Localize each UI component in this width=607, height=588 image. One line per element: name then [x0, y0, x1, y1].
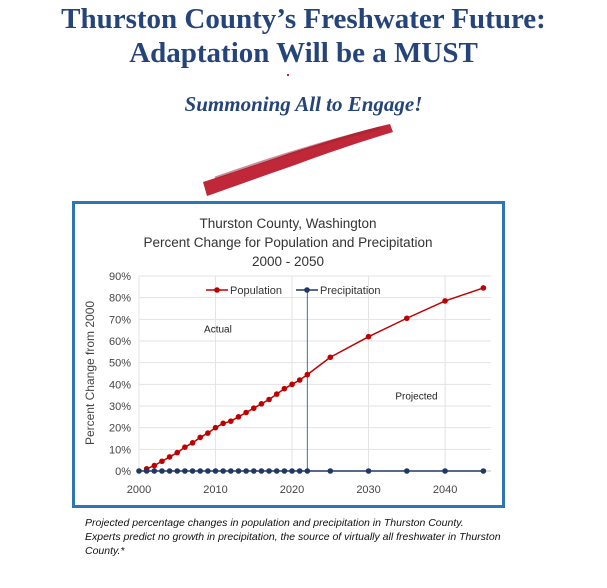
- series-point-precipitation-13: [235, 468, 242, 474]
- series-point-precipitation-12: [228, 468, 234, 474]
- caption: Projected percentage changes in populati…: [85, 516, 525, 558]
- series-point-precipitation-16: [258, 468, 265, 474]
- series-point-precipitation-25: [404, 468, 410, 474]
- series-point-population-6: [189, 440, 196, 446]
- series-point-precipitation-23: [327, 468, 334, 474]
- series-point-precipitation-10: [212, 468, 219, 474]
- series-point-precipitation-2: [151, 468, 158, 474]
- series-point-population-4: [174, 449, 181, 456]
- series-point-population-22: [327, 354, 334, 361]
- series-line-population: [146, 287, 484, 470]
- chart-title-line-3: 2000 - 2050: [252, 254, 324, 269]
- series-point-population-25: [442, 298, 448, 304]
- series-point-population-18: [281, 385, 288, 392]
- x-axis-ticks: 2000 2010 2020 2030 2040: [127, 484, 458, 496]
- y-tick-label-2: 20%: [109, 423, 131, 435]
- y-tick-label-0: 0%: [115, 466, 131, 478]
- brush-stroke-decoration: [203, 124, 393, 196]
- series-point-population-23: [365, 333, 372, 340]
- series-point-population-7: [197, 434, 204, 441]
- y-tick-label-7: 70%: [109, 314, 131, 326]
- caption-line-1: Projected percentage changes in populati…: [85, 517, 464, 529]
- series-point-population-13: [243, 409, 249, 416]
- series-point-precipitation-17: [266, 468, 272, 474]
- legend-label-population: Population: [230, 285, 282, 297]
- legend-marker-precipitation: [304, 287, 310, 293]
- legend-marker-population: [214, 287, 220, 293]
- chart-title-line-1: Thurston County, Washington: [199, 216, 376, 231]
- chart-series: [136, 285, 487, 474]
- y-tick-label-3: 30%: [109, 401, 131, 413]
- series-point-population-24: [404, 315, 410, 322]
- series-point-population-20: [296, 377, 303, 383]
- series-point-population-16: [266, 396, 272, 403]
- series-point-population-19: [289, 381, 295, 388]
- series-point-precipitation-9: [205, 468, 211, 474]
- series-point-population-2: [159, 458, 165, 465]
- series-point-population-10: [220, 420, 226, 427]
- series-point-population-26: [480, 285, 487, 291]
- series-point-population-12: [235, 414, 242, 420]
- series-point-population-8: [205, 430, 211, 436]
- series-point-population-17: [273, 391, 280, 397]
- legend-label-precipitation: Precipitation: [320, 285, 381, 297]
- y-tick-label-8: 80%: [109, 293, 131, 305]
- series-point-precipitation-20: [289, 468, 295, 474]
- annotation-projected: Projected: [395, 392, 437, 403]
- population-precipitation-chart: Thurston County, Washington Percent Chan…: [83, 216, 491, 496]
- annotation-actual: Actual: [204, 324, 232, 335]
- series-point-precipitation-21: [296, 468, 303, 474]
- series-point-precipitation-19: [281, 468, 288, 474]
- series-point-precipitation-6: [182, 468, 188, 474]
- y-axis-label: Percent Change from 2000: [83, 301, 97, 445]
- y-tick-label-6: 60%: [109, 336, 131, 348]
- red-dot-decoration: [287, 74, 289, 76]
- y-tick-label-5: 50%: [109, 358, 131, 370]
- series-point-precipitation-24: [365, 468, 372, 474]
- series-point-population-14: [250, 405, 257, 411]
- x-tick-label-0: 2000: [127, 484, 151, 496]
- series-point-population-5: [182, 444, 188, 450]
- series-point-population-3: [166, 454, 173, 460]
- series-point-population-15: [258, 401, 265, 407]
- caption-line-2: Experts predict no growth in precipitati…: [85, 531, 501, 557]
- series-point-precipitation-27: [480, 468, 487, 474]
- series-point-precipitation-5: [174, 468, 181, 474]
- series-point-precipitation-14: [243, 468, 249, 474]
- series-point-population-11: [228, 418, 234, 424]
- y-tick-label-1: 10%: [109, 444, 131, 456]
- x-tick-label-4: 2040: [433, 484, 457, 496]
- series-point-population-21: [304, 371, 311, 378]
- subtitle: Summoning All to Engage!: [184, 92, 423, 116]
- series-point-precipitation-18: [273, 468, 280, 474]
- x-tick-label-2: 2020: [280, 484, 304, 496]
- series-point-precipitation-8: [197, 468, 204, 474]
- series-point-population-1: [151, 462, 158, 469]
- y-tick-label-9: 90%: [109, 271, 131, 283]
- series-point-precipitation-22: [304, 468, 311, 474]
- series-point-precipitation-1: [143, 468, 150, 474]
- series-point-precipitation-7: [189, 468, 196, 474]
- y-axis-ticks: 0% 10% 20% 30% 40% 50% 60% 70% 80% 90%: [109, 271, 131, 478]
- x-tick-label-1: 2010: [203, 484, 227, 496]
- x-tick-label-3: 2030: [356, 484, 380, 496]
- chart-frame: [72, 201, 505, 508]
- series-point-precipitation-4: [166, 468, 173, 474]
- chart-title-line-2: Percent Change for Population and Precip…: [144, 235, 433, 250]
- y-tick-label-4: 40%: [109, 379, 131, 391]
- title-line-1: Thurston County’s Freshwater Future:: [61, 3, 546, 35]
- series-point-precipitation-26: [442, 468, 448, 474]
- series-point-population-9: [212, 424, 219, 431]
- series-point-precipitation-15: [250, 468, 257, 474]
- series-point-precipitation-11: [220, 468, 226, 474]
- series-point-precipitation-3: [159, 468, 165, 474]
- chart-legend: Population Precipitation: [206, 285, 381, 297]
- series-point-precipitation-0: [136, 468, 142, 474]
- title-line-2: Adaptation Will be a MUST: [129, 37, 478, 69]
